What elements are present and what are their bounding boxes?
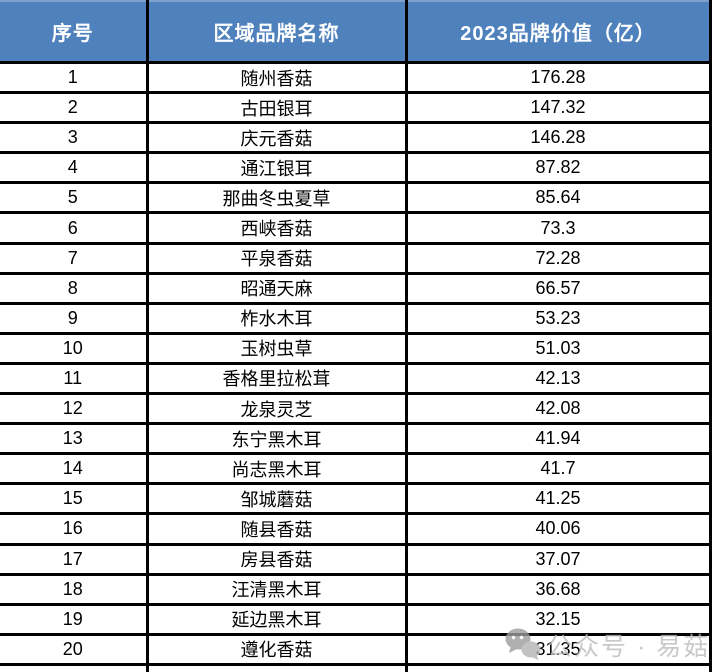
value-cell: 42.08 — [404, 392, 712, 426]
rank-cell: 17 — [0, 542, 149, 576]
value-cell: 73.3 — [404, 211, 712, 245]
brand-name-cell: 龙泉灵芝 — [145, 392, 408, 426]
brand-name-cell: 邹城蘑菇 — [145, 482, 408, 516]
value-cell: 41.7 — [404, 452, 712, 486]
table-row: 19 延边黑木耳 32.15 — [0, 602, 712, 636]
brand-name-cell: 那曲冬虫夏草 — [145, 181, 408, 215]
brand-name-cell: 延边黑木耳 — [145, 602, 408, 636]
table-row: 15 邹城蘑菇 41.25 — [0, 482, 712, 516]
header-row: 序号 区域品牌名称 2023品牌价值（亿） — [0, 0, 712, 64]
table-row: 3 庆元香菇 146.28 — [0, 121, 712, 155]
rank-cell: 2 — [0, 91, 149, 125]
rank-cell: 15 — [0, 482, 149, 516]
value-cell: 40.06 — [404, 512, 712, 546]
table-row: 10 玉树虫草 51.03 — [0, 331, 712, 365]
rank-cell: 18 — [0, 572, 149, 606]
brand-name-cell: 通江银耳 — [145, 151, 408, 185]
brand-name-cell: 西峡香菇 — [145, 211, 408, 245]
value-cell: 147.32 — [404, 91, 712, 125]
brand-name-cell: 柞水木耳 — [145, 301, 408, 335]
value-cell: 85.64 — [404, 181, 712, 215]
table-row: 11 香格里拉松茸 42.13 — [0, 361, 712, 396]
rank-cell: 10 — [0, 331, 149, 365]
value-cell: 41.25 — [404, 482, 712, 516]
rank-cell: 11 — [0, 361, 149, 396]
header-brand-name: 区域品牌名称 — [145, 0, 408, 64]
header-rank: 序号 — [0, 0, 149, 64]
rank-cell: 7 — [0, 241, 149, 275]
table-header: 序号 区域品牌名称 2023品牌价值（亿） — [0, 0, 712, 64]
table-row: 9 柞水木耳 53.23 — [0, 301, 712, 335]
table-row: 20 遵化香菇 31.35 — [0, 632, 712, 666]
table-row: 16 随县香菇 40.06 — [0, 512, 712, 546]
value-cell: 32.15 — [404, 602, 712, 636]
header-brand-value: 2023品牌价值（亿） — [404, 0, 712, 64]
empty-cell — [0, 662, 149, 672]
value-cell: 36.68 — [404, 572, 712, 606]
table-row: 14 尚志黑木耳 41.7 — [0, 452, 712, 486]
rank-cell: 8 — [0, 271, 149, 305]
value-cell: 53.23 — [404, 301, 712, 335]
brand-name-cell: 随州香菇 — [145, 60, 408, 95]
value-cell: 87.82 — [404, 151, 712, 185]
table-row: 5 那曲冬虫夏草 85.64 — [0, 181, 712, 215]
rank-cell: 16 — [0, 512, 149, 546]
brand-name-cell: 尚志黑木耳 — [145, 452, 408, 486]
table-body: 1 随州香菇 176.28 2 古田银耳 147.32 3 庆元香菇 146.28 4 通江银耳 87… — [0, 60, 712, 672]
table-row: 1 随州香菇 176.28 — [0, 60, 712, 95]
table-row: 13 东宁黑木耳 41.94 — [0, 422, 712, 456]
rank-cell: 12 — [0, 392, 149, 426]
rank-cell: 9 — [0, 301, 149, 335]
brand-name-cell: 随县香菇 — [145, 512, 408, 546]
brand-name-cell: 香格里拉松茸 — [145, 361, 408, 396]
value-cell: 72.28 — [404, 241, 712, 275]
rank-cell: 3 — [0, 121, 149, 155]
rank-cell: 1 — [0, 60, 149, 95]
table-row: 6 西峡香菇 73.3 — [0, 211, 712, 245]
table-row: 2 古田银耳 147.32 — [0, 91, 712, 125]
brand-name-cell: 东宁黑木耳 — [145, 422, 408, 456]
table-row: 8 昭通天麻 66.57 — [0, 271, 712, 305]
value-cell: 176.28 — [404, 60, 712, 95]
brand-name-cell: 遵化香菇 — [145, 632, 408, 666]
brand-name-cell: 昭通天麻 — [145, 271, 408, 305]
table-row: 7 平泉香菇 72.28 — [0, 241, 712, 275]
brand-name-cell: 玉树虫草 — [145, 331, 408, 365]
rank-cell: 14 — [0, 452, 149, 486]
value-cell: 31.35 — [404, 632, 712, 666]
value-cell: 146.28 — [404, 121, 712, 155]
brand-name-cell: 汪清黑木耳 — [145, 572, 408, 606]
value-cell: 51.03 — [404, 331, 712, 365]
value-cell: 41.94 — [404, 422, 712, 456]
empty-cell — [145, 662, 408, 672]
rank-cell: 4 — [0, 151, 149, 185]
rank-cell: 6 — [0, 211, 149, 245]
rank-cell: 20 — [0, 632, 149, 666]
brand-name-cell: 房县香菇 — [145, 542, 408, 576]
table-row: 4 通江银耳 87.82 — [0, 151, 712, 185]
brand-name-cell: 平泉香菇 — [145, 241, 408, 275]
value-cell: 66.57 — [404, 271, 712, 305]
brand-name-cell: 庆元香菇 — [145, 121, 408, 155]
table-row-clipped — [0, 662, 712, 672]
rank-cell: 5 — [0, 181, 149, 215]
value-cell: 42.13 — [404, 361, 712, 396]
table-row: 18 汪清黑木耳 36.68 — [0, 572, 712, 606]
value-cell: 37.07 — [404, 542, 712, 576]
rank-cell: 19 — [0, 602, 149, 636]
table-row: 12 龙泉灵芝 42.08 — [0, 392, 712, 426]
empty-cell — [404, 662, 712, 672]
table-row: 17 房县香菇 37.07 — [0, 542, 712, 576]
rank-cell: 13 — [0, 422, 149, 456]
brand-name-cell: 古田银耳 — [145, 91, 408, 125]
